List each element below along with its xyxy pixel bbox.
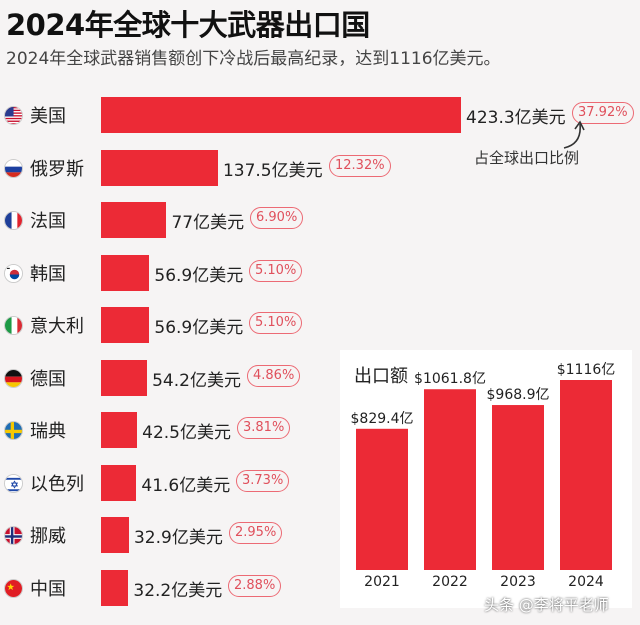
share-badge: 3.73%	[236, 469, 290, 492]
cn-flag-icon	[4, 578, 23, 598]
share-badge: 3.81%	[237, 417, 291, 439]
country-row: 瑞典 42.5亿美元 3.81%	[0, 412, 640, 448]
export-value-label: 137.5亿美元	[222, 160, 323, 181]
country-row: 中国 32.2亿美元 2.88%	[0, 569, 640, 606]
share-badge: 5.10%	[249, 312, 303, 334]
country-bar	[101, 569, 129, 606]
country-bar	[101, 97, 461, 133]
yearly-chart-title: 出口额	[354, 366, 408, 387]
year-bar	[560, 380, 612, 570]
export-value-label: 77亿美元	[171, 213, 245, 233]
year-bar	[356, 428, 408, 570]
country-name: 中国	[30, 578, 66, 600]
country-bar	[101, 359, 148, 396]
de-flag-icon	[4, 368, 23, 388]
country-bar	[101, 202, 167, 238]
watermark: 头条 @李将平老师	[484, 596, 609, 614]
share-badge: 2.88%	[228, 574, 282, 597]
se-flag-icon	[4, 421, 23, 440]
year-bar	[492, 405, 544, 570]
share-badge: 37.92%	[572, 102, 634, 124]
year-value-label: $1061.8亿	[414, 371, 486, 387]
country-row: 德国 54.2亿美元 4.86%	[0, 359, 640, 396]
share-note: 占全球出口比例	[474, 149, 580, 167]
export-value-label: 42.5亿美元	[142, 423, 231, 443]
country-row: 美国 423.3亿美元 37.92%	[0, 97, 640, 133]
kr-flag-icon	[4, 263, 23, 283]
country-name: 瑞典	[30, 421, 66, 442]
share-badge: 12.32%	[329, 154, 391, 177]
export-value-label: 32.9亿美元	[133, 528, 223, 548]
country-name: 俄罗斯	[30, 158, 84, 180]
country-bar	[101, 307, 150, 343]
it-flag-icon	[4, 316, 23, 335]
export-value-label: 41.6亿美元	[141, 475, 231, 496]
country-bar	[101, 254, 150, 291]
year-tick-label: 2024	[568, 574, 604, 590]
page-subtitle: 2024年全球武器销售额创下冷战后最高纪录，达到1116亿美元。	[6, 49, 501, 69]
country-row: 挪威 32.9亿美元 2.95%	[0, 517, 640, 553]
country-name: 德国	[30, 368, 66, 390]
yearly-export-panel: $829.4亿 2021 $1061.8亿 2022 $968.9亿 2023 $1116亿…	[340, 350, 632, 608]
export-value-label: 32.2亿美元	[133, 580, 223, 601]
page-title: 2024年全球十大武器出口国	[6, 8, 370, 42]
country-row: 意大利 56.9亿美元 5.10%	[0, 307, 640, 343]
country-bar	[101, 412, 138, 448]
il-flag-icon	[4, 473, 23, 493]
share-badge: 2.95%	[229, 522, 283, 544]
year-value-label: $968.9亿	[487, 387, 550, 403]
country-row: 俄罗斯 137.5亿美元 12.32%	[0, 149, 640, 186]
fr-flag-icon	[4, 211, 23, 230]
country-name: 法国	[30, 211, 66, 232]
us-flag-icon	[4, 106, 23, 125]
country-bar	[101, 149, 218, 186]
export-value-label: 56.9亿美元	[154, 265, 244, 286]
year-bar	[424, 389, 476, 570]
export-value-label: 56.9亿美元	[154, 318, 244, 338]
ru-flag-icon	[4, 158, 23, 178]
year-tick-label: 2022	[432, 574, 468, 590]
country-row: 韩国 56.9亿美元 5.10%	[0, 254, 640, 291]
country-bar	[101, 464, 137, 501]
country-name: 美国	[30, 106, 66, 127]
share-badge: 4.86%	[247, 364, 301, 387]
country-row: 法国 77亿美元 6.90%	[0, 202, 640, 238]
share-badge: 5.10%	[249, 259, 303, 282]
export-value-label: 423.3亿美元	[466, 108, 566, 128]
country-row: 以色列 41.6亿美元 3.73%	[0, 464, 640, 501]
country-name: 意大利	[30, 316, 84, 337]
country-name: 挪威	[30, 526, 66, 547]
export-value-label: 54.2亿美元	[152, 370, 241, 391]
year-tick-label: 2023	[500, 574, 536, 590]
year-value-label: $1116亿	[557, 362, 616, 378]
country-name: 以色列	[30, 473, 84, 495]
country-bar	[101, 517, 129, 553]
yearly-export-chart: $829.4亿 2021 $1061.8亿 2022 $968.9亿 2023 $1116亿…	[351, 362, 616, 590]
share-note-arrow	[563, 120, 585, 149]
year-tick-label: 2021	[364, 574, 400, 590]
year-value-label: $829.4亿	[351, 411, 414, 427]
country-name: 韩国	[30, 263, 66, 285]
no-flag-icon	[4, 526, 23, 545]
share-badge: 6.90%	[250, 207, 304, 229]
